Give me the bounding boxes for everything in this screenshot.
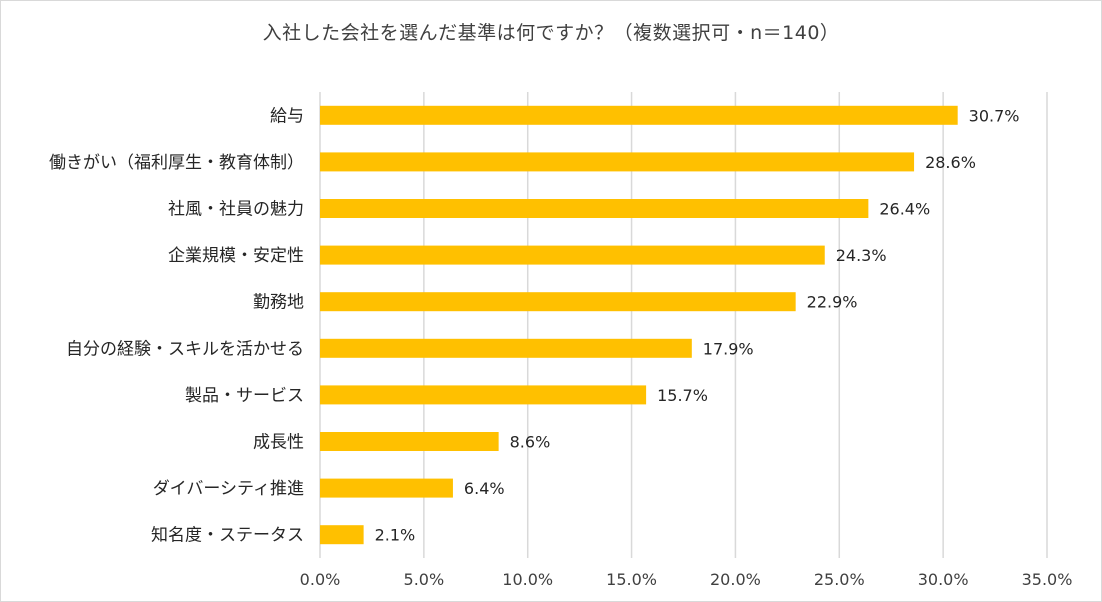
category-label: 企業規模・安定性 [168, 246, 304, 266]
data-label: 2.1% [375, 526, 416, 545]
data-label: 24.3% [836, 246, 887, 265]
bar [320, 105, 958, 125]
category-label: 給与 [270, 106, 304, 126]
category-label: 働きがい（福利厚生・教育体制） [49, 153, 304, 173]
bar [320, 245, 825, 265]
category-label: 製品・サービス [185, 386, 304, 406]
data-label: 28.6% [925, 153, 976, 172]
category-label: 自分の経験・スキルを活かせる [66, 339, 304, 359]
bar [320, 478, 453, 498]
bar [320, 385, 647, 405]
x-tick-label: 15.0% [606, 570, 657, 589]
data-label: 8.6% [510, 433, 551, 452]
data-label: 26.4% [879, 200, 930, 219]
bar [320, 292, 796, 312]
bar [320, 432, 499, 451]
x-tick-label: 10.0% [502, 570, 553, 589]
category-label: 知名度・ステータス [151, 526, 304, 546]
data-label: 15.7% [657, 386, 708, 405]
bar [320, 199, 869, 218]
x-tick-label: 20.0% [710, 570, 761, 589]
x-tick-label: 25.0% [814, 570, 865, 589]
bar [320, 338, 692, 358]
data-label: 17.9% [703, 339, 754, 358]
x-tick-label: 0.0% [300, 570, 341, 589]
bar [320, 152, 915, 172]
category-label: ダイバーシティ推進 [153, 479, 304, 499]
bar [320, 525, 364, 545]
x-tick-label: 35.0% [1022, 570, 1073, 589]
category-label: 成長性 [253, 433, 304, 453]
chart-title: 入社した会社を選んだ基準は何ですか？（複数選択可・n＝140） [262, 22, 840, 44]
x-tick-label: 5.0% [404, 570, 445, 589]
data-label: 22.9% [807, 293, 858, 312]
category-label: 勤務地 [253, 293, 304, 313]
data-label: 6.4% [464, 479, 505, 498]
x-tick-label: 30.0% [918, 570, 969, 589]
data-label: 30.7% [969, 106, 1020, 125]
category-label: 社風・社員の魅力 [168, 200, 304, 220]
